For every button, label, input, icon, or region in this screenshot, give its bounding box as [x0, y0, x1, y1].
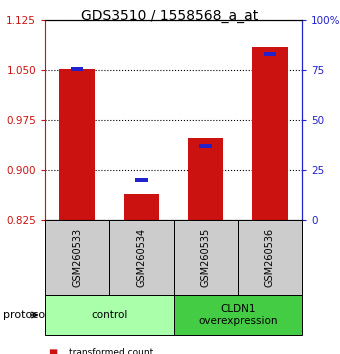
- Text: control: control: [91, 310, 128, 320]
- Text: GSM260533: GSM260533: [72, 228, 82, 287]
- Text: GDS3510 / 1558568_a_at: GDS3510 / 1558568_a_at: [81, 9, 259, 23]
- Bar: [135, 178, 148, 182]
- Bar: [252, 47, 288, 220]
- Bar: [200, 144, 212, 148]
- Text: ■: ■: [48, 348, 58, 354]
- Text: GSM260536: GSM260536: [265, 228, 275, 287]
- Bar: [124, 194, 159, 220]
- Bar: [264, 52, 276, 56]
- Text: GSM260534: GSM260534: [136, 228, 147, 287]
- Bar: [71, 67, 83, 71]
- Text: GSM260535: GSM260535: [201, 228, 210, 287]
- Text: protocol: protocol: [3, 310, 49, 320]
- Text: CLDN1
overexpression: CLDN1 overexpression: [198, 304, 277, 326]
- Bar: [188, 138, 223, 220]
- Bar: [59, 69, 95, 220]
- Text: transformed count: transformed count: [69, 348, 153, 354]
